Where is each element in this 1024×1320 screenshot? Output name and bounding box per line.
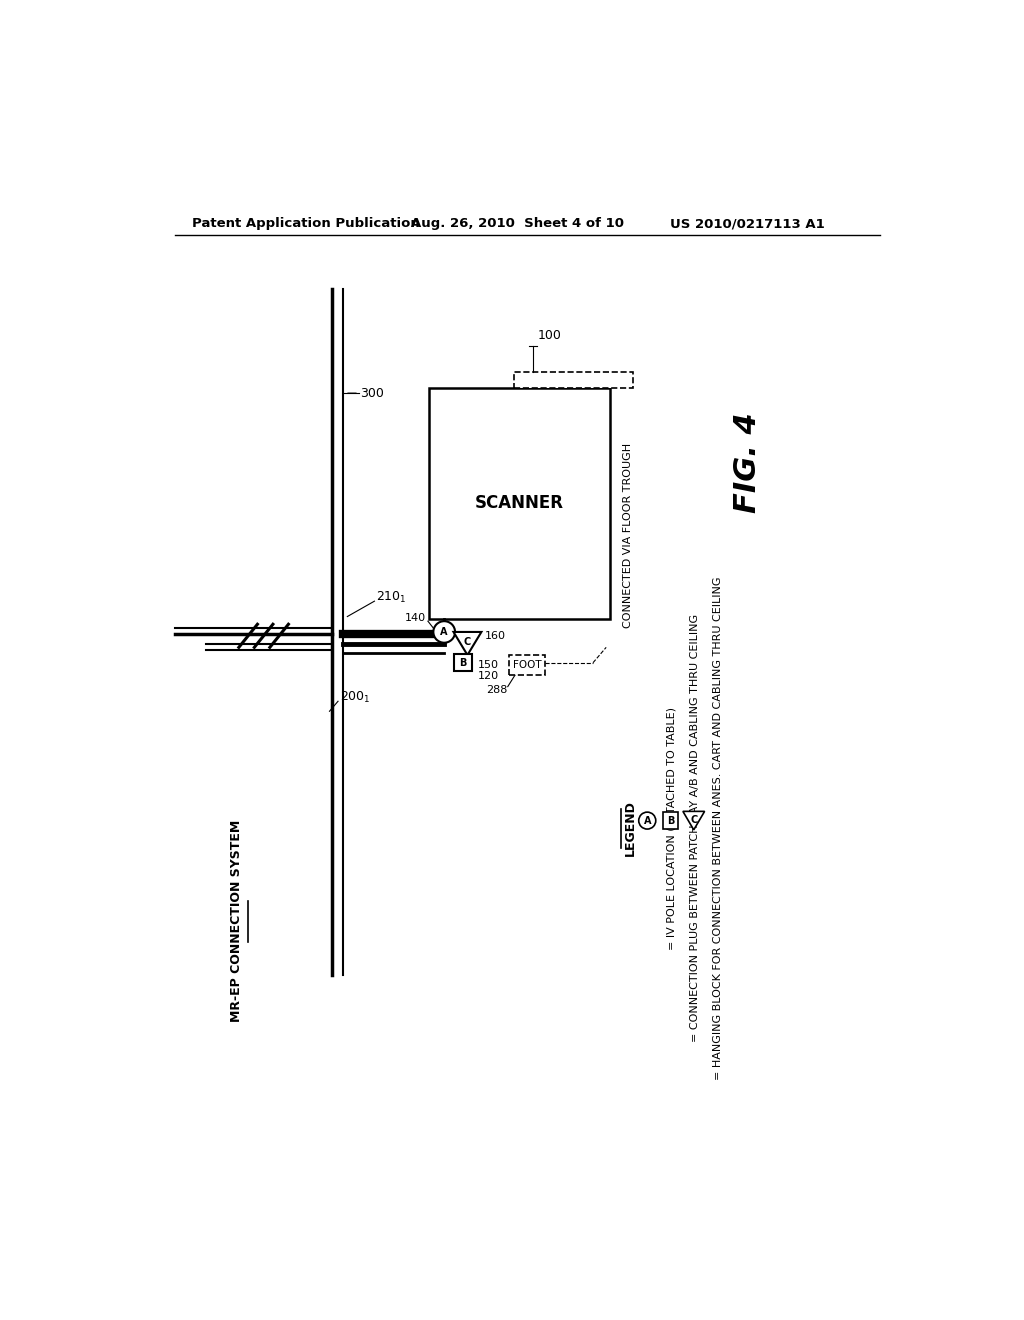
Circle shape bbox=[639, 812, 655, 829]
Text: 288: 288 bbox=[486, 685, 508, 694]
Bar bbox=[509, 655, 545, 675]
Text: B: B bbox=[667, 816, 674, 825]
Text: 160: 160 bbox=[484, 631, 506, 640]
Text: Aug. 26, 2010  Sheet 4 of 10: Aug. 26, 2010 Sheet 4 of 10 bbox=[411, 218, 624, 231]
Polygon shape bbox=[683, 812, 705, 830]
Bar bbox=[663, 812, 678, 829]
Text: Patent Application Publication: Patent Application Publication bbox=[191, 218, 419, 231]
Bar bbox=[454, 655, 472, 671]
Text: FIG. 4: FIG. 4 bbox=[733, 412, 763, 513]
Text: 210$_1$: 210$_1$ bbox=[376, 590, 407, 605]
Text: 150: 150 bbox=[478, 660, 500, 671]
Text: LEGEND: LEGEND bbox=[624, 800, 637, 857]
Text: = HANGING BLOCK FOR CONNECTION BETWEEN ANES. CART AND CABLING THRU CEILING: = HANGING BLOCK FOR CONNECTION BETWEEN A… bbox=[713, 577, 723, 1080]
Text: 120: 120 bbox=[478, 671, 500, 681]
Bar bbox=[514, 372, 633, 388]
Text: B: B bbox=[459, 657, 467, 668]
Text: 300: 300 bbox=[360, 387, 384, 400]
Text: = IV POLE LOCATION (ATTACHED TO TABLE): = IV POLE LOCATION (ATTACHED TO TABLE) bbox=[667, 706, 677, 950]
Text: C: C bbox=[464, 638, 471, 647]
Text: 100: 100 bbox=[538, 329, 561, 342]
Text: 200$_1$: 200$_1$ bbox=[340, 690, 371, 705]
Text: C: C bbox=[690, 814, 697, 825]
Text: A: A bbox=[440, 627, 447, 638]
Text: CONNECTED VIA FLOOR TROUGH: CONNECTED VIA FLOOR TROUGH bbox=[623, 444, 633, 628]
Text: 140: 140 bbox=[406, 612, 426, 623]
Text: FOOT: FOOT bbox=[513, 660, 542, 671]
Text: = CONNECTION PLUG BETWEEN PATCH BAY A/B AND CABLING THRU CEILING: = CONNECTION PLUG BETWEEN PATCH BAY A/B … bbox=[690, 614, 699, 1043]
Polygon shape bbox=[454, 632, 481, 655]
Text: A: A bbox=[643, 816, 651, 825]
Circle shape bbox=[433, 622, 455, 643]
Text: MR-EP CONNECTION SYSTEM: MR-EP CONNECTION SYSTEM bbox=[230, 820, 243, 1022]
Bar bbox=[429, 388, 610, 619]
Text: SCANNER: SCANNER bbox=[475, 495, 564, 512]
Text: US 2010/0217113 A1: US 2010/0217113 A1 bbox=[671, 218, 825, 231]
